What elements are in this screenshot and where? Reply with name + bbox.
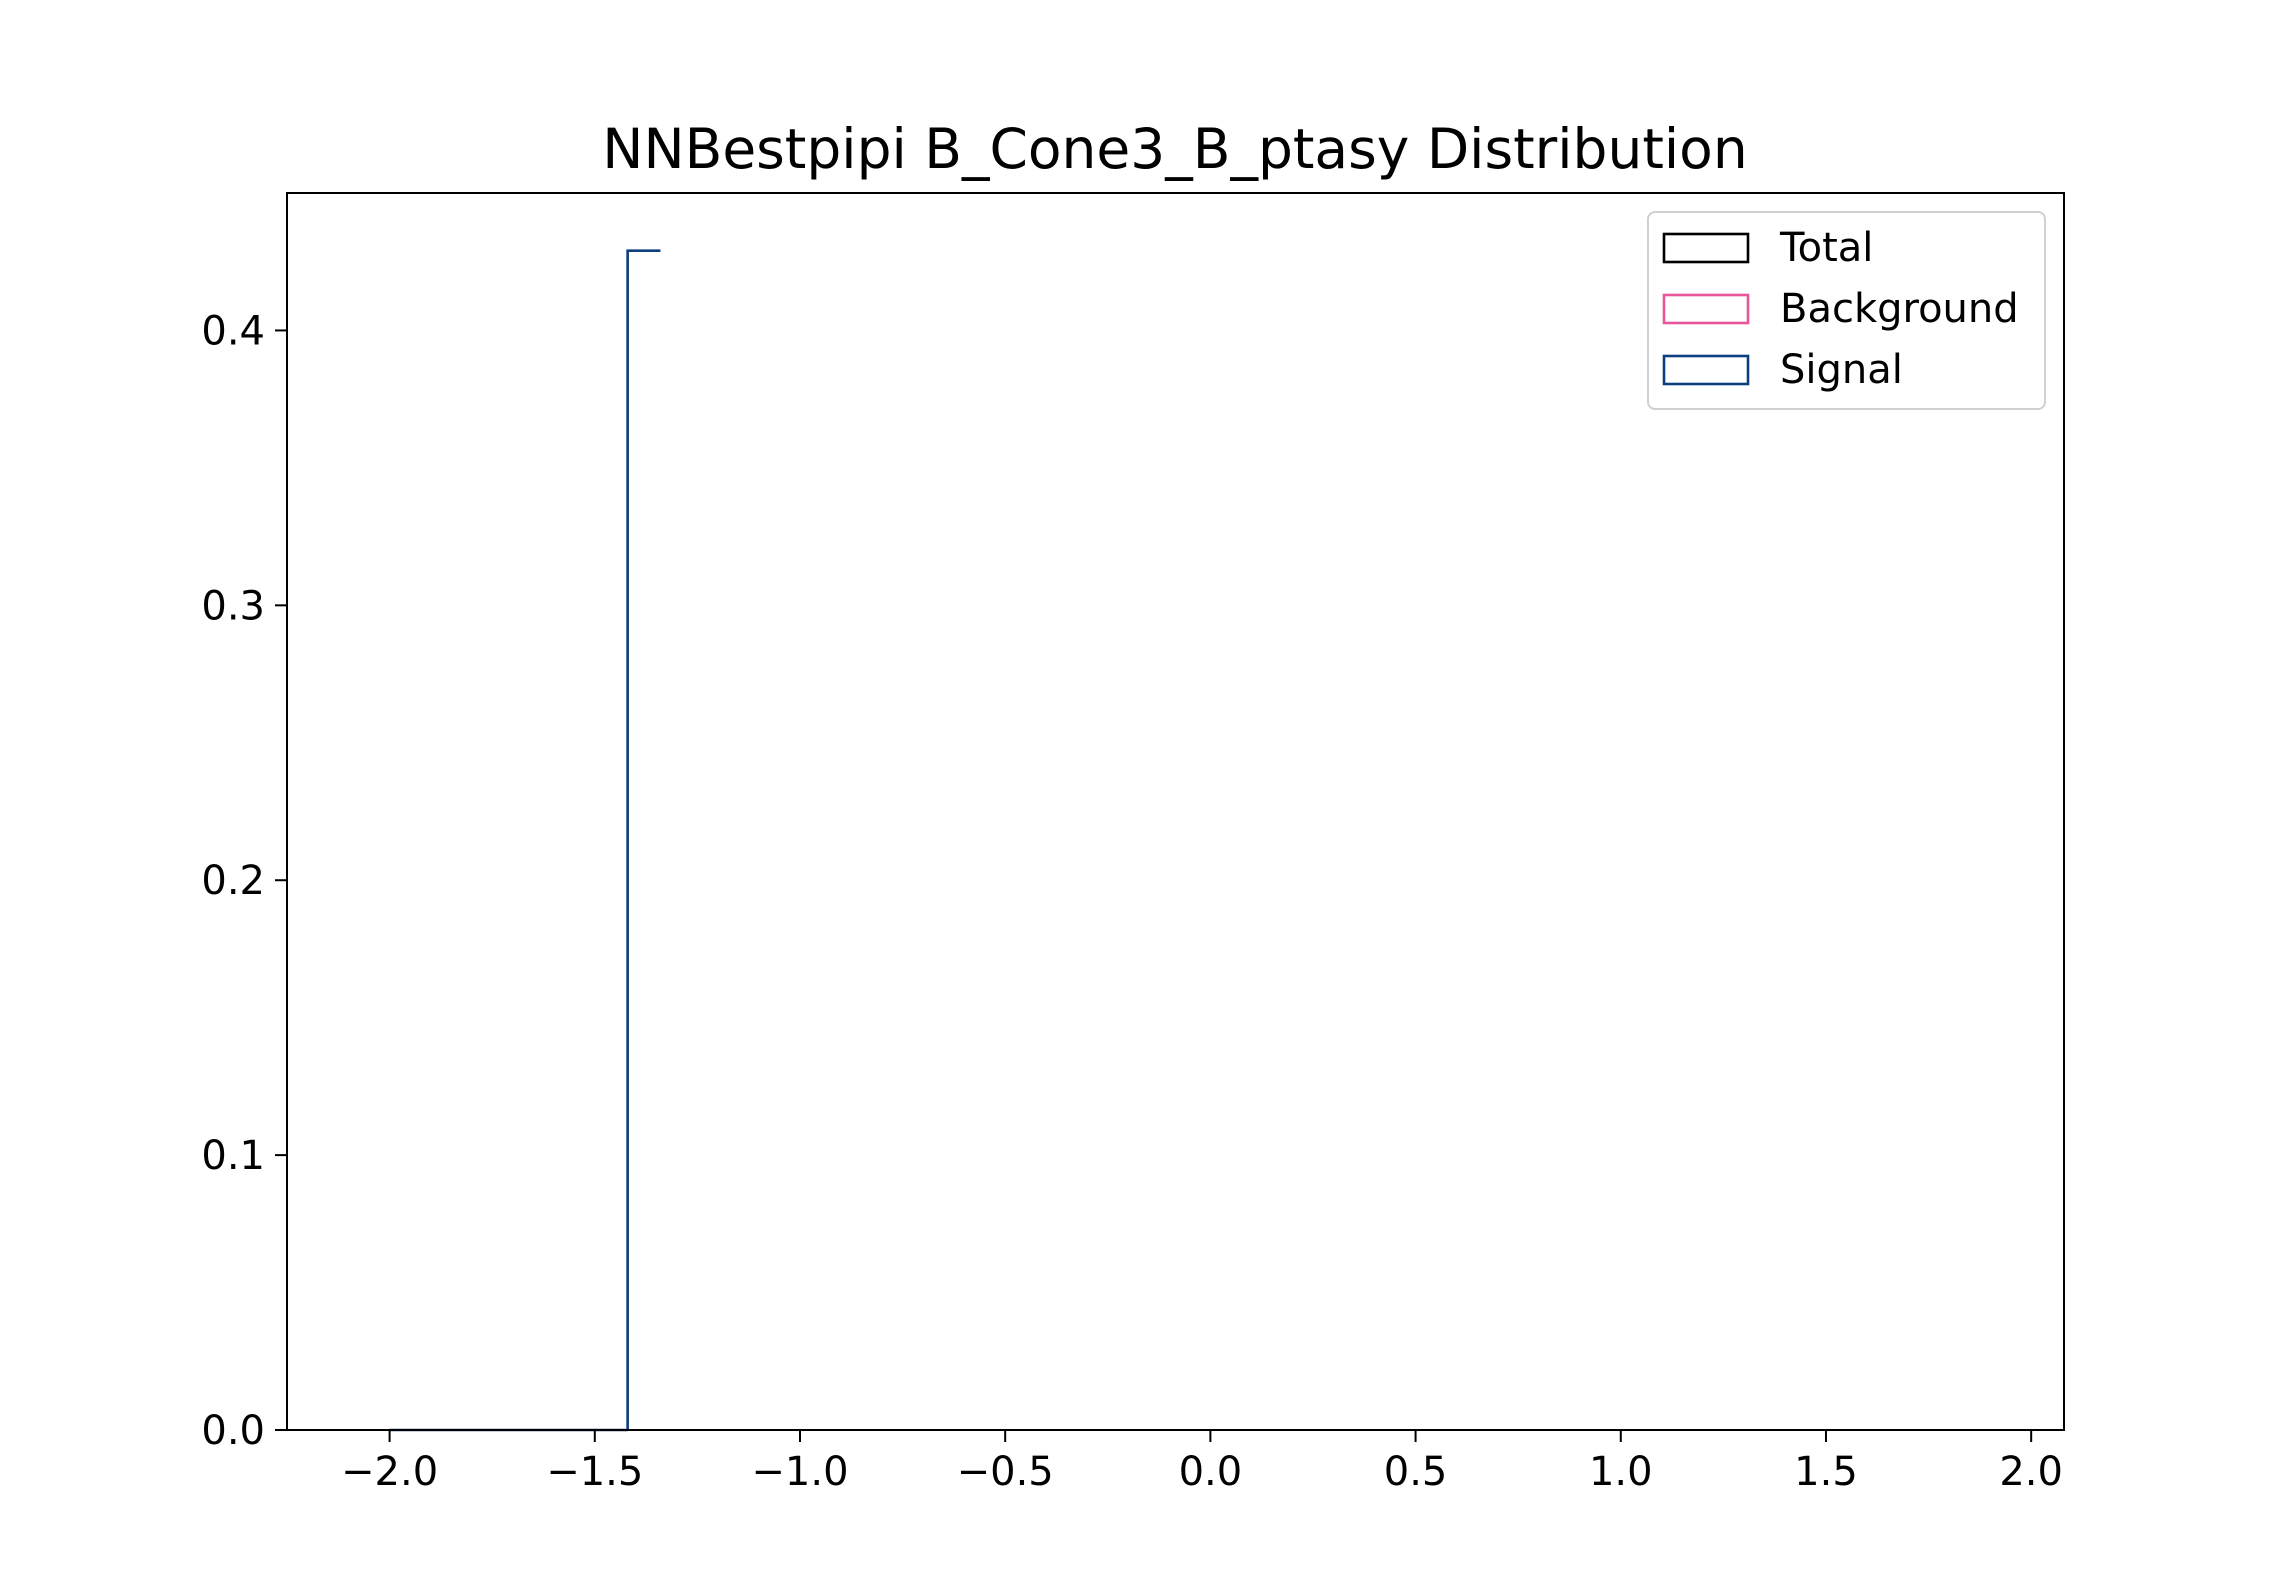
axes-frame [286, 192, 2065, 1431]
x-tick-label: 2.0 [1999, 1449, 2063, 1495]
y-tick-label: 0.1 [201, 1133, 265, 1179]
legend-label: Background [1780, 286, 2019, 332]
x-tick-label: −1.0 [751, 1449, 848, 1495]
y-tick-label: 0.3 [201, 583, 265, 629]
legend: Total Background Signal [1647, 211, 2046, 410]
x-tick-label: −0.5 [957, 1449, 1054, 1495]
x-tick-label: −2.0 [341, 1449, 438, 1495]
x-tick-label: −1.5 [546, 1449, 643, 1495]
y-tick-label: 0.2 [201, 858, 265, 904]
legend-swatch [1662, 354, 1750, 386]
x-tick-label: 1.5 [1794, 1449, 1858, 1495]
x-tick-label: 0.5 [1384, 1449, 1448, 1495]
series-step-signal [626, 249, 661, 1430]
legend-label: Total [1779, 225, 1873, 271]
y-tick-label: 0.0 [201, 1408, 265, 1454]
x-tick-label: 0.0 [1179, 1449, 1243, 1495]
legend-label: Signal [1780, 347, 1903, 393]
chart-title: NNBestpipi B_Cone3_B_ptasy Distribution [602, 117, 1747, 181]
legend-swatch [1662, 232, 1750, 264]
axes: −2.0 −1.5 −1.0 −0.5 0.0 0.5 1.0 1.5 2.0 0.0 0.1 0.2… [201, 192, 2065, 1495]
y-tick-label: 0.4 [201, 308, 265, 354]
legend-swatch [1662, 293, 1750, 325]
x-tick-label: 1.0 [1589, 1449, 1653, 1495]
